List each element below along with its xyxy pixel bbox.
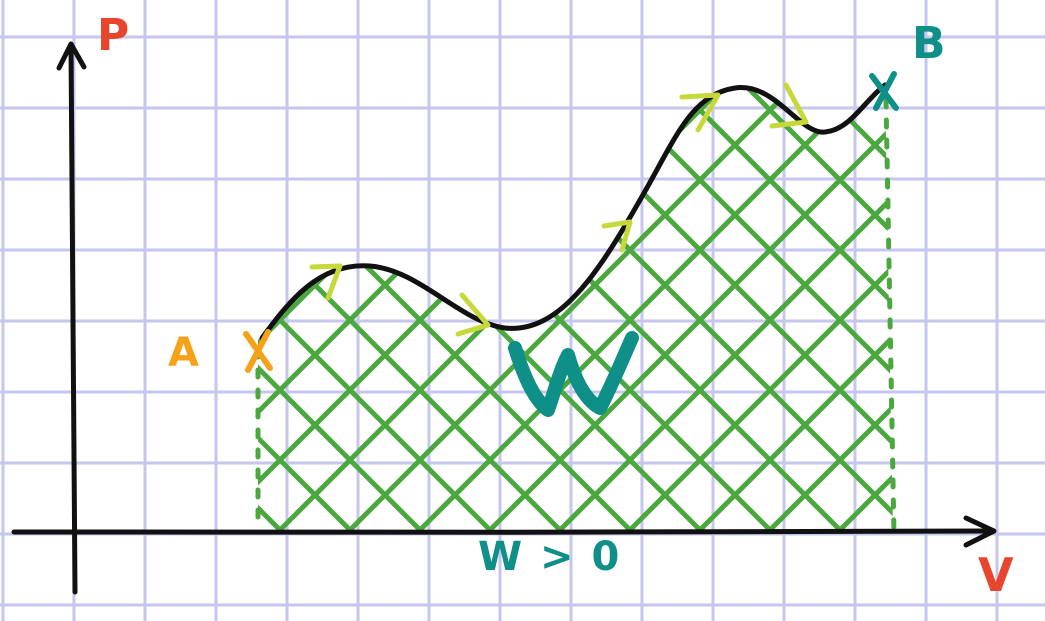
direction-arrow-4 (679, 92, 721, 133)
point-a-marker (243, 329, 273, 373)
v-axis-label: V (978, 548, 1014, 602)
direction-arrows (309, 82, 809, 337)
point-b-label: B (912, 18, 946, 69)
hatch-line (627, 85, 893, 532)
axes (11, 41, 997, 595)
hatch-line (697, 85, 893, 532)
hatch-line (258, 85, 493, 532)
hatch-line (258, 85, 423, 532)
hatch-line (487, 85, 893, 532)
area-w-glyph (508, 331, 639, 417)
hatch-line (767, 85, 893, 532)
v-axis (11, 528, 995, 535)
direction-arrow-5 (769, 82, 809, 129)
work-condition-label: W > 0 (478, 534, 622, 580)
hatch-line (767, 85, 893, 532)
point-a-label: A (168, 330, 199, 376)
hatch-line (277, 85, 843, 532)
hatch-line (697, 85, 893, 532)
p-axis-arrowhead (56, 41, 87, 71)
direction-arrow-1 (309, 263, 343, 301)
direction-arrow-2 (455, 292, 491, 337)
p-axis-label: P (97, 10, 130, 61)
dotted-line-b (883, 97, 897, 538)
v-axis-arrowhead (963, 515, 997, 548)
point-b-marker (869, 71, 899, 111)
process-curve (259, 82, 888, 341)
hatch-line (557, 85, 893, 532)
direction-arrow-3 (601, 219, 633, 253)
hatch-line (627, 85, 893, 532)
